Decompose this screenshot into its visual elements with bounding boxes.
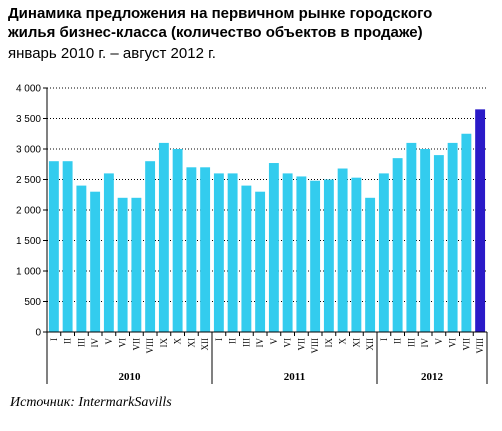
bar (282, 173, 293, 332)
x-tick-label: I (379, 338, 389, 341)
bar (310, 180, 321, 332)
bar (227, 173, 238, 332)
y-tick-label: 1 500 (16, 236, 41, 247)
x-tick-label: II (63, 338, 73, 344)
x-tick-label: VII (296, 338, 306, 351)
x-tick-label: XI (351, 338, 361, 348)
bar (392, 158, 403, 332)
x-tick-label: VI (448, 338, 458, 348)
x-tick-label: VIII (145, 338, 155, 354)
x-tick-label: II (228, 338, 238, 344)
bar (186, 167, 197, 332)
x-tick-label: XII (365, 338, 375, 351)
bar (461, 133, 472, 332)
x-tick-label: V (104, 338, 114, 345)
bar (365, 197, 376, 332)
bar (323, 179, 334, 332)
x-tick-label: III (406, 338, 416, 347)
y-tick-label: 2 000 (16, 206, 41, 217)
bar (103, 173, 114, 332)
bar (76, 185, 87, 332)
year-label: 2010 (119, 371, 142, 383)
chart-title: Динамика предложения на первичном рынке … (8, 4, 498, 42)
x-tick-label: II (393, 338, 403, 344)
bar (48, 161, 59, 332)
bar (62, 161, 73, 332)
x-tick-label: III (76, 338, 86, 347)
y-tick-label: 4 000 (16, 84, 41, 95)
bar (200, 167, 211, 332)
chart-title-line2: жилья бизнес-класса (количество объектов… (8, 24, 423, 41)
bar (268, 163, 279, 332)
x-tick-label: V (434, 338, 444, 345)
y-tick-label: 3 000 (16, 145, 41, 156)
bar (337, 168, 348, 332)
x-tick-label: X (338, 338, 348, 345)
bar (351, 177, 362, 332)
source-note: Источник: IntermarkSavills (10, 395, 172, 410)
bar (378, 173, 389, 332)
x-tick-label: XII (200, 338, 210, 351)
x-tick-label: VII (461, 338, 471, 351)
bar (420, 149, 431, 332)
bar (172, 149, 183, 332)
bar (213, 173, 224, 332)
year-label: 2012 (421, 371, 444, 383)
year-label: 2011 (284, 371, 305, 383)
bar (447, 142, 458, 332)
bar (433, 155, 444, 332)
x-tick-label: I (214, 338, 224, 341)
bar (90, 191, 101, 332)
x-tick-label: IV (255, 338, 265, 348)
bar (296, 176, 307, 332)
y-tick-label: 3 500 (16, 114, 41, 125)
x-tick-label: IX (324, 338, 334, 348)
bar (475, 109, 486, 332)
x-tick-label: VIII (310, 338, 320, 354)
x-tick-label: XI (186, 338, 196, 348)
bar (117, 197, 128, 332)
chart-subtitle: январь 2010 г. – август 2012 г. (8, 45, 216, 62)
x-tick-label: X (173, 338, 183, 345)
y-tick-label: 2 500 (16, 175, 41, 186)
y-tick-label: 500 (24, 297, 41, 308)
x-tick-label: VII (131, 338, 141, 351)
x-tick-label: IV (90, 338, 100, 348)
bar (158, 142, 169, 332)
x-tick-label: V (269, 338, 279, 345)
y-tick-label: 0 (35, 328, 41, 339)
bar (241, 185, 252, 332)
x-tick-label: VIII (475, 338, 485, 354)
bar (406, 142, 417, 332)
x-tick-label: VI (118, 338, 128, 348)
x-tick-label: IV (420, 338, 430, 348)
bar (255, 191, 266, 332)
x-tick-label: I (49, 338, 59, 341)
x-tick-label: VI (283, 338, 293, 348)
x-tick-label: IX (159, 338, 169, 348)
bar (131, 197, 142, 332)
chart-title-line1: Динамика предложения на первичном рынке … (8, 5, 433, 22)
bar (145, 161, 156, 332)
y-tick-label: 1 000 (16, 267, 41, 278)
x-tick-label: III (241, 338, 251, 347)
